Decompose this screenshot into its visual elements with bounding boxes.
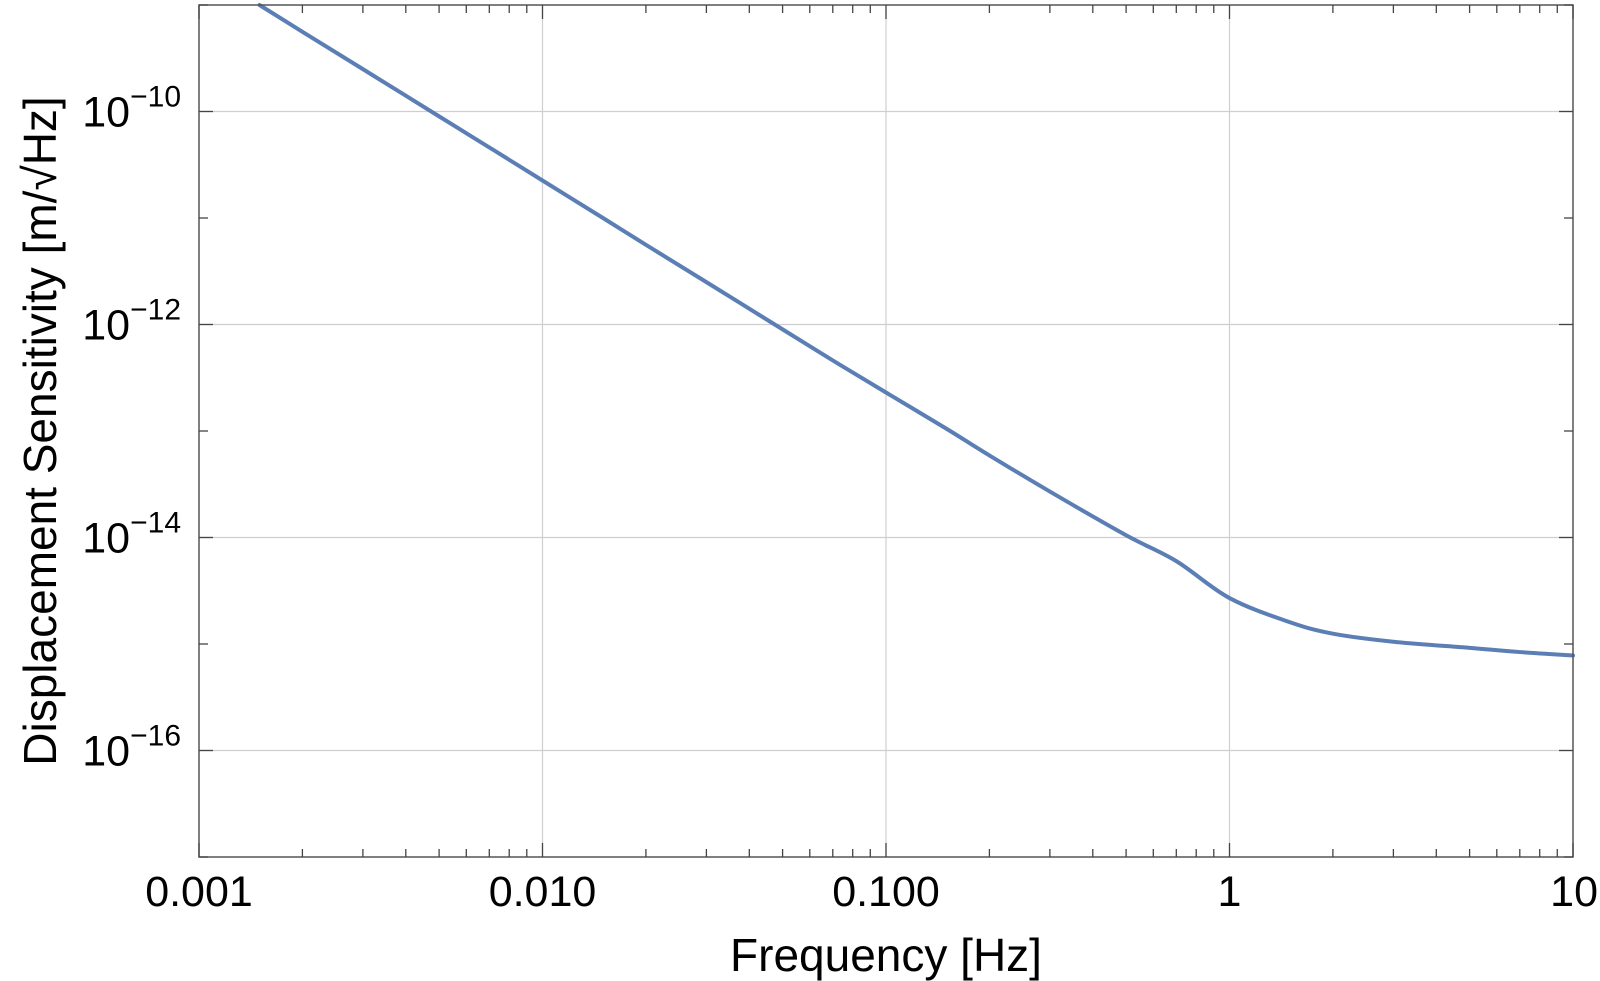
y-tick-label-base: 10 [82,302,130,350]
series-line-0 [257,3,1575,658]
x-tick-labels: 0.001 0.010 0.100 1 10 [145,868,1598,916]
y-axis-title: Displacement Sensitivity [m/√Hz] [14,96,66,765]
grid [199,5,1573,857]
y-tick-label: 10−10 [82,81,181,137]
x-tick-label: 0.001 [145,868,253,916]
series-layer [257,3,1575,658]
x-tick-label: 0.010 [489,868,597,916]
y-tick-label-exponent: −10 [130,81,181,114]
y-tick-label-base: 10 [82,515,130,563]
y-tick-label: 10−16 [82,720,181,776]
x-tick-label: 1 [1218,868,1242,916]
y-tick-label: 10−14 [82,507,181,563]
x-tick-label: 0.100 [832,868,940,916]
ticks [198,4,1574,858]
x-axis-title: Frequency [Hz] [730,929,1042,981]
y-tick-label-base: 10 [82,89,130,137]
y-tick-label-exponent: −16 [130,720,181,753]
x-tick-label: 10 [1550,868,1598,916]
y-tick-label-exponent: −12 [130,294,181,327]
y-tick-label-base: 10 [82,728,130,776]
y-tick-label-exponent: −14 [130,507,181,540]
y-tick-label: 10−12 [82,294,181,350]
